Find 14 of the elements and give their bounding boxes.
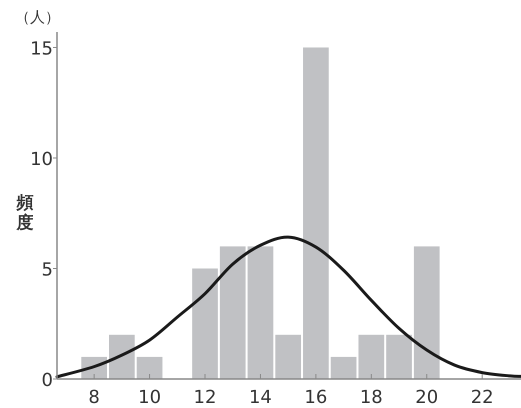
x-tick-label: 14 — [248, 387, 272, 408]
text: （人） — [15, 8, 60, 26]
y-tick-label: 10 — [30, 148, 53, 170]
y-tick-label: 0 — [42, 370, 53, 391]
x-tick-label: 18 — [360, 387, 383, 408]
y-axis-title: 頻度 — [16, 193, 34, 233]
x-tick-label: 16 — [304, 387, 328, 408]
x-tick-label: 12 — [194, 387, 216, 408]
x-tick-label: 8 — [88, 387, 100, 408]
y-tick-label: 15 — [30, 38, 53, 60]
x-tick-label: 22 — [470, 387, 494, 408]
y-tick-label: 5 — [42, 259, 53, 280]
x-tick-label: 20 — [415, 387, 438, 408]
x-tick-label: 10 — [138, 387, 162, 408]
